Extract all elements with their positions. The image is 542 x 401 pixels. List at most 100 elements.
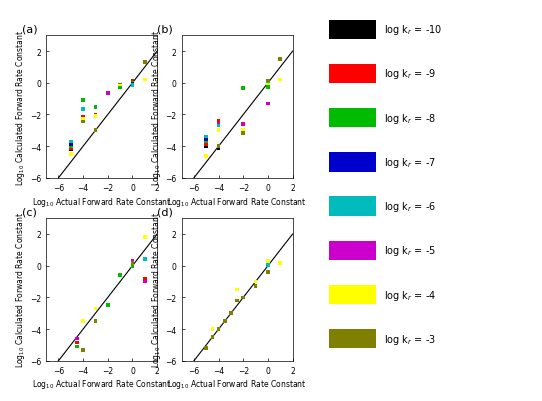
Point (239, 86, 248, 92)
Point (202, 139, 211, 145)
Text: log k$_r$ = -3: log k$_r$ = -3 (384, 332, 436, 346)
Point (214, 326, 223, 332)
X-axis label: Log$_{10}$ Actual Forward Rate Constant: Log$_{10}$ Actual Forward Rate Constant (32, 195, 171, 208)
X-axis label: Log$_{10}$ Actual Forward Rate Constant: Log$_{10}$ Actual Forward Rate Constant (167, 377, 307, 391)
Point (140, 276, 149, 283)
Point (79, 346, 87, 353)
Point (251, 284, 260, 290)
Point (227, 310, 235, 317)
Point (276, 259, 285, 266)
FancyBboxPatch shape (330, 109, 376, 128)
Y-axis label: Log$_{10}$ Calculated Forward Rate Constant: Log$_{10}$ Calculated Forward Rate Const… (14, 212, 27, 367)
Point (202, 345, 211, 351)
Point (128, 81, 137, 87)
Point (214, 128, 223, 134)
Point (91, 318, 100, 324)
Point (239, 294, 248, 301)
Point (79, 318, 87, 324)
Point (116, 272, 125, 279)
Point (263, 269, 272, 275)
Point (104, 302, 112, 309)
Point (214, 144, 223, 150)
FancyBboxPatch shape (330, 153, 376, 172)
Point (140, 257, 149, 263)
Point (263, 258, 272, 265)
Point (263, 263, 272, 269)
FancyBboxPatch shape (330, 20, 376, 40)
Point (140, 234, 149, 241)
Point (128, 80, 137, 87)
Text: log k$_r$ = -9: log k$_r$ = -9 (384, 67, 437, 81)
Point (91, 112, 100, 118)
Point (79, 114, 87, 121)
Point (67, 144, 75, 150)
Point (214, 118, 223, 125)
Point (202, 134, 211, 140)
Text: (b): (b) (157, 25, 173, 34)
X-axis label: Log$_{10}$ Actual Forward Rate Constant: Log$_{10}$ Actual Forward Rate Constant (167, 195, 307, 208)
Point (67, 152, 75, 158)
Point (73, 343, 81, 350)
Point (263, 84, 272, 91)
Point (276, 260, 285, 267)
FancyBboxPatch shape (330, 329, 376, 348)
Point (67, 145, 75, 152)
Point (233, 286, 241, 293)
Point (128, 260, 137, 267)
Point (79, 106, 87, 113)
Point (67, 147, 75, 153)
Point (104, 91, 112, 97)
Point (263, 101, 272, 107)
Point (214, 123, 223, 130)
Point (128, 263, 137, 270)
FancyBboxPatch shape (330, 197, 376, 216)
Point (239, 128, 248, 134)
Text: log k$_r$ = -5: log k$_r$ = -5 (384, 244, 436, 258)
Point (91, 128, 100, 134)
Text: (d): (d) (157, 207, 173, 217)
Point (128, 83, 137, 89)
Text: (a): (a) (22, 25, 37, 34)
Point (263, 81, 272, 87)
Point (140, 60, 149, 66)
Point (79, 117, 87, 123)
Point (140, 77, 149, 83)
Point (128, 79, 137, 85)
Point (116, 83, 125, 90)
Point (128, 258, 137, 265)
Y-axis label: Log$_{10}$ Calculated Forward Rate Constant: Log$_{10}$ Calculated Forward Rate Const… (150, 212, 163, 367)
Point (263, 262, 272, 268)
Point (263, 83, 272, 89)
FancyBboxPatch shape (330, 241, 376, 260)
Text: (c): (c) (22, 207, 36, 217)
Text: log k$_r$ = -7: log k$_r$ = -7 (384, 156, 436, 170)
Point (214, 122, 223, 128)
Text: log k$_r$ = -4: log k$_r$ = -4 (384, 288, 437, 302)
Point (91, 306, 100, 312)
Point (276, 57, 285, 63)
Point (276, 77, 285, 83)
FancyBboxPatch shape (330, 65, 376, 84)
Point (202, 153, 211, 160)
Y-axis label: Log$_{10}$ Calculated Forward Rate Constant: Log$_{10}$ Calculated Forward Rate Const… (150, 30, 163, 185)
Point (116, 85, 125, 91)
Text: log k$_r$ = -10: log k$_r$ = -10 (384, 23, 443, 37)
Text: log k$_r$ = -6: log k$_r$ = -6 (384, 200, 437, 214)
Point (239, 130, 248, 137)
Point (140, 279, 149, 285)
Point (208, 334, 217, 340)
X-axis label: Log$_{10}$ Actual Forward Rate Constant: Log$_{10}$ Actual Forward Rate Constant (32, 377, 171, 391)
Point (202, 144, 211, 150)
Point (67, 139, 75, 145)
Point (221, 318, 229, 324)
Y-axis label: Log$_{10}$ Calculated Forward Rate Constant: Log$_{10}$ Calculated Forward Rate Const… (14, 30, 27, 185)
Point (91, 105, 100, 111)
Point (116, 83, 125, 89)
Point (73, 340, 81, 346)
Point (91, 113, 100, 120)
Point (79, 98, 87, 104)
Text: log k$_r$ = -8: log k$_r$ = -8 (384, 111, 437, 126)
Point (208, 326, 217, 332)
Point (263, 79, 272, 85)
Point (73, 336, 81, 342)
